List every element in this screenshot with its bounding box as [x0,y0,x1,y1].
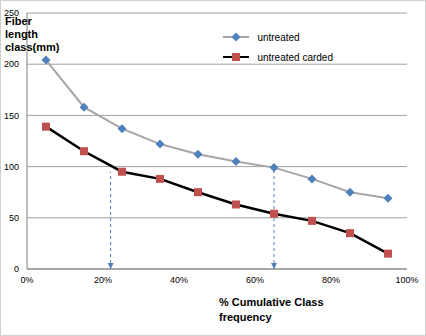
svg-text:60%: 60% [246,275,264,285]
svg-text:100%: 100% [395,275,418,285]
svg-text:0: 0 [14,264,19,274]
svg-text:40%: 40% [170,275,188,285]
svg-text:200: 200 [8,59,19,69]
html-text:% Cumulative Class frequency: % Cumulative Class frequency [219,296,324,323]
svg-text:50: 50 [9,213,19,223]
html-text:untreated carded: untreated carded [257,51,333,63]
svg-text:20%: 20% [94,275,112,285]
html-text:untreated: untreated [257,31,300,43]
svg-text:100: 100 [8,162,19,172]
html-text:Fiber length class(mm): Fiber length class(mm) [5,15,60,53]
svg-text:0%: 0% [20,275,33,285]
svg-text:80%: 80% [322,275,340,285]
svg-text:150: 150 [8,111,19,121]
